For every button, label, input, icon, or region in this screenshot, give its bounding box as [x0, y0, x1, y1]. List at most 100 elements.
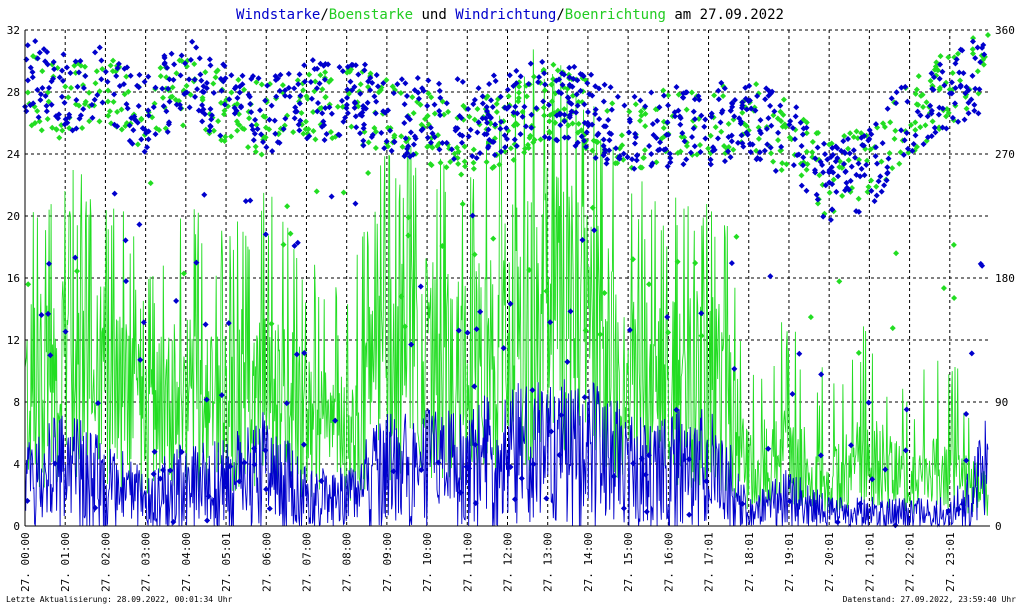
wind-direction-point: [307, 79, 314, 86]
gust-direction-point: [281, 122, 288, 129]
gust-direction-point: [34, 107, 41, 114]
wind-direction-point: [163, 108, 170, 115]
wind-direction-point: [747, 140, 754, 147]
wind-direction-point: [263, 144, 270, 151]
wind-direction-point: [276, 87, 283, 94]
wind-direction-point: [594, 132, 601, 139]
gust-direction-point: [569, 120, 576, 127]
grid-lines: [24, 29, 990, 527]
wind-direction-point: [402, 135, 409, 142]
wind-direction-point: [662, 146, 669, 153]
wind-direction-point: [285, 70, 292, 77]
wind-direction-point: [352, 200, 359, 207]
wind-direction-point: [250, 137, 257, 144]
wind-direction-point: [548, 428, 555, 435]
wind-direction-point: [497, 93, 504, 100]
gust-direction-point: [897, 149, 904, 156]
wind-direction-point: [490, 138, 497, 145]
gust-direction-point: [541, 87, 548, 94]
gust-direction-point: [683, 106, 690, 113]
wind-direction-point: [762, 96, 769, 103]
wind-direction-point: [431, 134, 438, 141]
wind-direction-point: [207, 122, 214, 129]
wind-direction-point: [974, 44, 981, 51]
wind-direction-point: [220, 61, 227, 68]
wind-direction-point: [707, 161, 714, 168]
wind-direction-point: [343, 94, 350, 101]
wind-direction-point: [872, 144, 879, 151]
wind-direction-point: [565, 134, 572, 141]
gust-direction-point: [683, 143, 690, 150]
x-tick-label: 27. 10:00: [421, 532, 434, 592]
wind-direction-point: [260, 139, 267, 146]
wind-direction-point: [182, 60, 189, 67]
x-tick-label: 27. 23:01: [944, 532, 957, 592]
wind-direction-point: [380, 80, 387, 87]
wind-direction-point: [786, 498, 793, 505]
wind-direction-point: [754, 93, 761, 100]
wind-direction-point: [136, 71, 143, 78]
title-part-4: Windrichtung: [455, 7, 556, 23]
wind-direction-point: [746, 97, 753, 104]
wind-direction-point: [318, 477, 325, 484]
x-tick-label: 27. 16:00: [662, 532, 675, 592]
gust-direction-point: [642, 123, 649, 130]
wind-direction-point: [566, 99, 573, 106]
wind-direction-point: [605, 117, 612, 124]
wind-direction-point: [592, 83, 599, 90]
wind-direction-point: [581, 119, 588, 126]
wind-direction-point: [45, 260, 52, 267]
gust-direction-point: [74, 268, 81, 275]
wind-direction-point: [976, 86, 983, 93]
wind-direction-point: [301, 78, 308, 85]
gust-direction-point: [681, 134, 688, 141]
gust-direction-point: [252, 148, 259, 155]
wind-direction-point: [601, 81, 608, 88]
title-part-1: /: [320, 7, 328, 23]
wind-direction-point: [344, 86, 351, 93]
gust-direction-point: [770, 158, 777, 165]
wind-direction-point: [834, 519, 841, 526]
wind-direction-point: [727, 154, 734, 161]
wind-direction-point: [843, 179, 850, 186]
gust-direction-point: [855, 349, 862, 356]
gust-direction-point: [505, 93, 512, 100]
wind-direction-point: [786, 121, 793, 128]
wind-direction-point: [217, 75, 224, 82]
gust-direction-point: [510, 156, 517, 163]
wind-direction-point: [904, 98, 911, 105]
wind-direction-point: [94, 91, 101, 98]
wind-direction-point: [23, 108, 30, 115]
wind-direction-point: [680, 90, 687, 97]
gust-direction-point: [425, 90, 432, 97]
gust-direction-point: [312, 136, 319, 143]
wind-direction-point: [863, 161, 870, 168]
gust-direction-point: [322, 69, 329, 76]
gust-direction-point: [638, 164, 645, 171]
gust-direction-point: [779, 123, 786, 130]
wind-series-line: [24, 379, 989, 528]
wind-direction-point: [309, 57, 316, 64]
wind-direction-point: [826, 179, 833, 186]
wind-direction-point: [473, 326, 480, 333]
wind-direction-point: [832, 158, 839, 165]
wind-direction-point: [892, 100, 899, 107]
wind-direction-point: [42, 58, 49, 65]
wind-direction-point: [608, 130, 615, 137]
wind-direction-point: [136, 221, 143, 228]
wind-direction-point: [844, 135, 851, 142]
wind-direction-point: [581, 137, 588, 144]
wind-direction-point: [436, 80, 443, 87]
wind-direction-point: [347, 78, 354, 85]
gust-direction-point: [720, 92, 727, 99]
wind-direction-point: [218, 87, 225, 94]
wind-direction-point: [152, 84, 159, 91]
gust-direction-point: [550, 61, 557, 68]
wind-direction-point: [437, 112, 444, 119]
gust-direction-point: [262, 124, 269, 131]
wind-direction-point: [301, 62, 308, 69]
gust-direction-point: [306, 71, 313, 78]
wind-direction-point: [282, 87, 289, 94]
gust-direction-point: [597, 331, 604, 338]
wind-direction-point: [321, 76, 328, 83]
